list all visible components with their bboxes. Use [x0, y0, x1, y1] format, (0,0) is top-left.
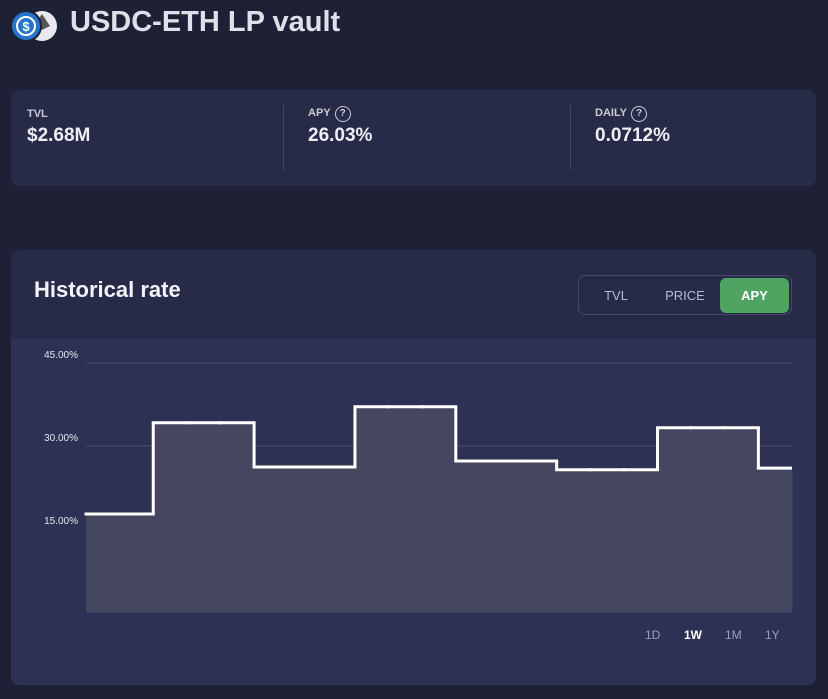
stat-value: $2.68M — [27, 125, 91, 146]
range-button[interactable]: 1M — [725, 628, 742, 642]
token-icons: $ — [10, 10, 57, 42]
stat-label: DAILY — [595, 107, 627, 119]
vault-title: USDC-ETH LP vault — [70, 6, 341, 38]
range-button[interactable]: 1Y — [765, 628, 780, 642]
range-button[interactable]: 1D — [645, 628, 661, 642]
tab-group: TVL PRICE APY — [578, 275, 792, 315]
stat-label: TVL — [27, 108, 48, 120]
stat: APY? 26.03% — [308, 106, 372, 147]
help-icon[interactable]: ? — [631, 106, 647, 122]
stats-card — [11, 90, 816, 186]
panel-title: Historical rate — [34, 277, 181, 302]
stat-value: 0.0712% — [595, 125, 671, 146]
stat: TVL $2.68M — [27, 108, 90, 147]
tab[interactable]: TVL — [604, 288, 628, 303]
help-icon[interactable]: ? — [334, 106, 351, 122]
stat-label: APY — [308, 107, 331, 119]
range-button[interactable]: 1W — [684, 628, 702, 642]
stat-value: 26.03% — [308, 125, 373, 146]
tab[interactable]: PRICE — [665, 288, 705, 303]
svg-text:$: $ — [22, 19, 30, 34]
chart-card — [11, 250, 816, 685]
stat: DAILY? 0.0712% — [595, 106, 670, 147]
tab[interactable]: APY — [720, 278, 789, 313]
